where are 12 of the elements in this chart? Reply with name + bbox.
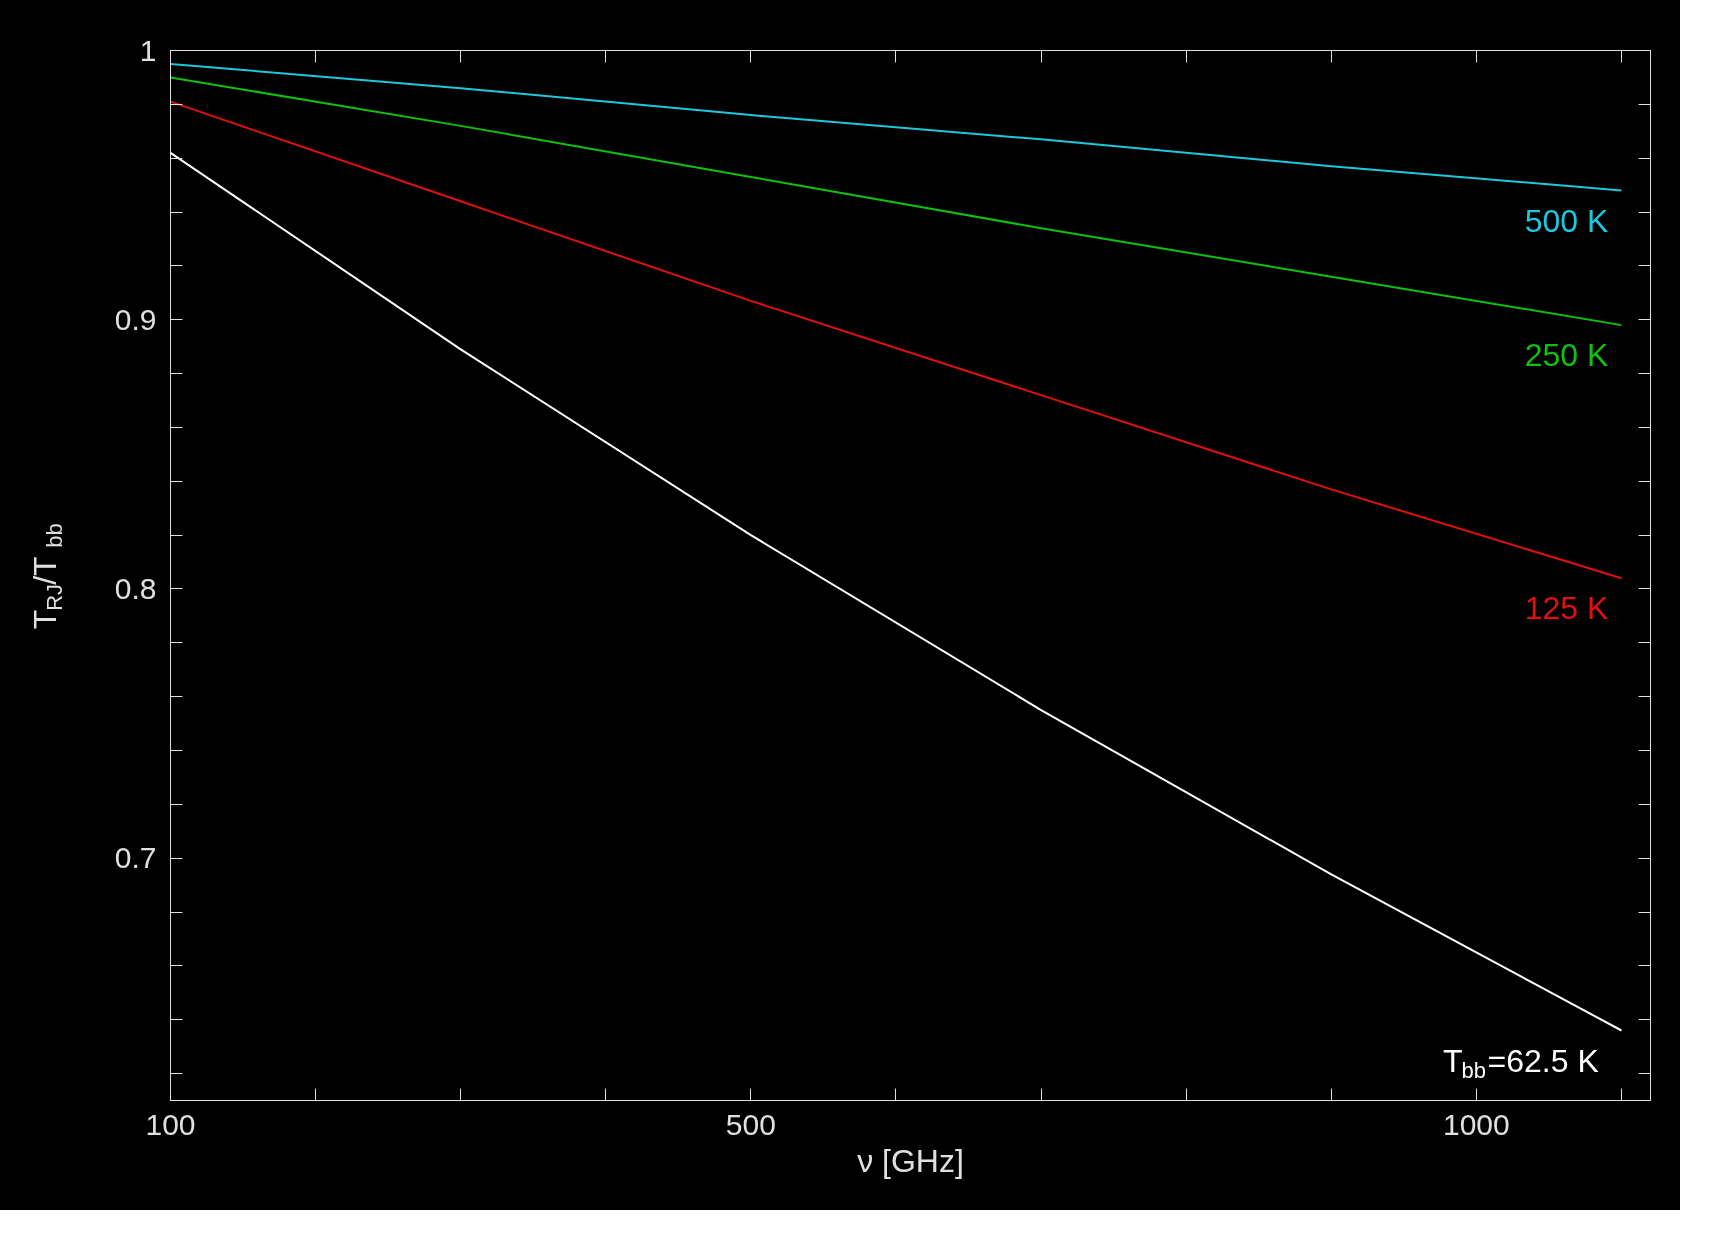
series-label: 125 K	[1524, 590, 1609, 627]
series-label: 500 K	[1524, 202, 1609, 239]
x-tick-label: 500	[725, 1107, 776, 1141]
y-tick-label: 0.9	[114, 302, 157, 336]
series-label: 250 K	[1524, 337, 1609, 374]
x-axis-title: ν [GHz]	[857, 1142, 964, 1179]
y-tick-label: 1	[139, 33, 157, 67]
x-tick-label: 1000	[1443, 1107, 1510, 1141]
y-axis-title: TRJ/Tbb	[26, 523, 67, 630]
x-tick-label: 100	[145, 1107, 196, 1141]
y-tick-label: 0.7	[114, 841, 157, 875]
y-tick-label: 0.8	[114, 571, 157, 605]
